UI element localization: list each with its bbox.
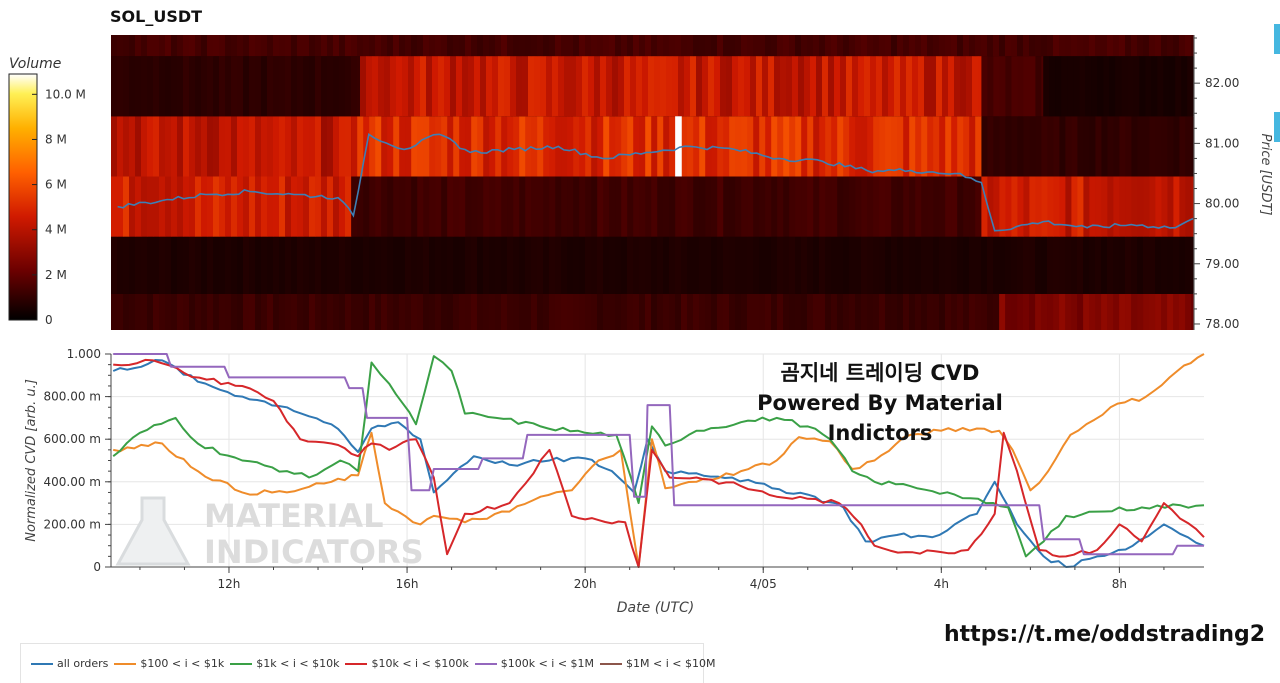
heatmap-segment — [981, 176, 1194, 237]
volume-heatmap — [111, 35, 1194, 330]
cvd-title-line2: Powered By Material Indictors — [757, 391, 1003, 445]
heatmap-segment — [1043, 56, 1194, 117]
cvd-title: 곰지네 트레이딩 CVD Powered By Material Indicto… — [705, 358, 1055, 448]
cvd-series-line — [112, 355, 1205, 558]
heatmap-segment — [360, 56, 982, 117]
credit-url: https://t.me/oddstrading2 — [944, 622, 1266, 647]
heatmap-segment — [111, 176, 352, 237]
cvd-series-line — [112, 359, 1205, 568]
watermark-text: MATERIAL — [204, 497, 384, 535]
legend-swatch — [600, 662, 623, 665]
legend-item[interactable]: $100k < i < $1M — [474, 657, 595, 670]
page-title: SOL_USDT — [110, 7, 203, 26]
heatmap-segment — [981, 116, 1194, 177]
colorbar-tick-label: 8 M — [45, 132, 67, 146]
heatmap-segment — [999, 293, 1194, 330]
watermark-text: INDICATORS — [204, 533, 424, 571]
flask-icon — [115, 496, 191, 566]
cvd-ytick-label: 400.00 m — [44, 475, 102, 489]
legend-label: $1M < i < $10M — [626, 657, 716, 670]
heatmap-segment — [981, 56, 1044, 117]
legend-item[interactable]: $1k < i < $10k — [230, 657, 339, 670]
price-tick-label: 82.00 — [1205, 76, 1239, 90]
cvd-series-line — [113, 353, 1204, 556]
legend-item[interactable]: $1M < i < $10M — [600, 657, 715, 670]
cvd-xaxis-label: Date (UTC) — [617, 600, 694, 616]
cvd-ytick-label: 200.00 m — [44, 517, 102, 531]
cvd-xtick-label: 16h — [396, 577, 419, 591]
scrollbar-indicator — [1274, 24, 1280, 54]
legend-swatch — [230, 662, 253, 665]
heatmap-segment — [111, 293, 1000, 330]
legend-label: $1k < i < $10k — [256, 657, 340, 670]
heatmap-segment — [111, 116, 352, 177]
cvd-yaxis-label: Normalized CVD [arb. u.] — [24, 379, 39, 542]
colorbar-tick-label: 10.0 M — [45, 87, 86, 101]
heatmap-segment — [111, 35, 1194, 57]
colorbar-tick-label: 0 — [45, 313, 53, 327]
legend-swatch — [114, 662, 137, 665]
cvd-xtick-label: 4/05 — [750, 577, 777, 591]
cvd-xtick-label: 8h — [1112, 577, 1127, 591]
price-line — [117, 132, 1194, 232]
price-axis: 78.00 79.00 80.00 81.00 82.00 Price [USDT] — [1193, 24, 1280, 331]
cvd-ytick-label: 1.000 — [67, 347, 101, 361]
price-tick-label: 81.00 — [1205, 136, 1239, 150]
cvd-title-line1: 곰지네 트레이딩 CVD — [780, 361, 980, 385]
legend-item[interactable]: $100 < i < $1k — [114, 657, 224, 670]
heatmap-segment — [111, 56, 361, 117]
heatmap-segment — [351, 116, 982, 177]
heatmap-segment — [351, 176, 982, 237]
cvd-series-line — [113, 358, 1205, 568]
cvd-series-line — [113, 353, 1205, 568]
cvd-ytick-label: 800.00 m — [44, 390, 102, 404]
scrollbar-indicator — [1274, 112, 1280, 142]
colorbar-tick-label: 6 M — [45, 178, 67, 192]
legend-item[interactable]: $10k < i < $100k — [345, 657, 469, 670]
cvd-ytick-label: 600.00 m — [44, 432, 102, 446]
cvd-ytick-label: 0 — [93, 560, 101, 574]
legend-label: $100 < i < $1k — [140, 657, 225, 670]
volume-colorbar: Volume 0 2 M 4 M 6 M 8 M 10.0 M — [8, 56, 86, 327]
legend-item[interactable]: all orders — [31, 657, 108, 670]
cvd-xtick-label: 4h — [934, 577, 949, 591]
price-tick-label: 80.00 — [1205, 197, 1239, 211]
price-tick-label: 78.00 — [1205, 317, 1239, 331]
cvd-xtick-label: 20h — [574, 577, 597, 591]
colorbar-tick-label: 4 M — [45, 223, 67, 237]
legend-swatch — [345, 662, 368, 665]
cvd-legend: all orders $100 < i < $1k $1k < i < $10k $1… — [20, 643, 715, 683]
colorbar-label: Volume — [9, 56, 61, 72]
legend-label: all orders — [57, 657, 109, 670]
price-axis-label: Price [USDT] — [1258, 134, 1273, 216]
cvd-xtick-label: 12h — [218, 577, 241, 591]
price-tick-label: 79.00 — [1205, 257, 1239, 271]
heatmap-highlight — [675, 116, 682, 177]
heatmap-segment — [111, 236, 1194, 294]
legend-label: $10k < i < $100k — [371, 657, 469, 670]
legend-swatch — [31, 662, 53, 665]
colorbar-tick-label: 2 M — [45, 268, 67, 282]
legend-label: $100k < i < $1M — [500, 657, 595, 670]
legend-swatch — [474, 662, 497, 665]
